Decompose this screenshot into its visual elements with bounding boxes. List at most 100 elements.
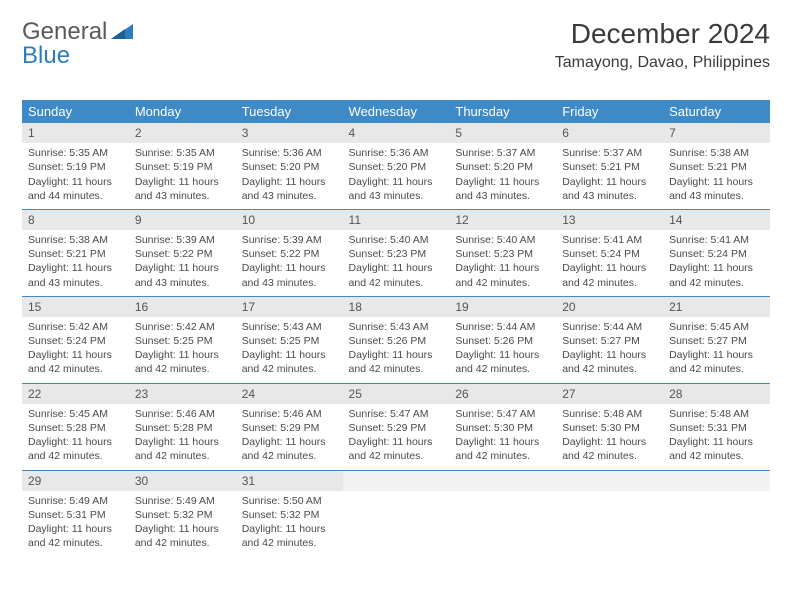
sunset-text: Sunset: 5:29 PM — [242, 421, 337, 435]
daylight-text: Daylight: 11 hours and 42 minutes. — [242, 522, 337, 550]
daylight-text: Daylight: 11 hours and 42 minutes. — [669, 435, 764, 463]
calendar-week-row: 29Sunrise: 5:49 AMSunset: 5:31 PMDayligh… — [22, 470, 770, 556]
day-number: 31 — [236, 471, 343, 491]
title-block: December 2024 Tamayong, Davao, Philippin… — [555, 18, 770, 72]
sunset-text: Sunset: 5:32 PM — [135, 508, 230, 522]
daylight-text: Daylight: 11 hours and 42 minutes. — [562, 261, 657, 289]
day-number: 3 — [236, 123, 343, 143]
sunrise-text: Sunrise: 5:44 AM — [455, 320, 550, 334]
day-details: Sunrise: 5:43 AMSunset: 5:26 PMDaylight:… — [343, 317, 450, 383]
calendar-day-cell: 27Sunrise: 5:48 AMSunset: 5:30 PMDayligh… — [556, 383, 663, 470]
calendar-day-cell: 29Sunrise: 5:49 AMSunset: 5:31 PMDayligh… — [22, 470, 129, 556]
sunset-text: Sunset: 5:25 PM — [242, 334, 337, 348]
sunset-text: Sunset: 5:29 PM — [349, 421, 444, 435]
day-number: 17 — [236, 297, 343, 317]
logo-mark-icon — [111, 18, 133, 46]
daylight-text: Daylight: 11 hours and 42 minutes. — [562, 348, 657, 376]
daylight-text: Daylight: 11 hours and 43 minutes. — [669, 175, 764, 203]
daylight-text: Daylight: 11 hours and 43 minutes. — [28, 261, 123, 289]
sunrise-text: Sunrise: 5:35 AM — [135, 146, 230, 160]
weekday-header: Friday — [556, 100, 663, 123]
day-details: Sunrise: 5:46 AMSunset: 5:29 PMDaylight:… — [236, 404, 343, 470]
day-number: 6 — [556, 123, 663, 143]
day-details: Sunrise: 5:39 AMSunset: 5:22 PMDaylight:… — [129, 230, 236, 296]
sunrise-text: Sunrise: 5:48 AM — [562, 407, 657, 421]
sunset-text: Sunset: 5:23 PM — [455, 247, 550, 261]
day-details: Sunrise: 5:36 AMSunset: 5:20 PMDaylight:… — [236, 143, 343, 209]
calendar-day-cell: 2Sunrise: 5:35 AMSunset: 5:19 PMDaylight… — [129, 123, 236, 209]
day-number: 24 — [236, 384, 343, 404]
day-number: 23 — [129, 384, 236, 404]
daylight-text: Daylight: 11 hours and 42 minutes. — [28, 348, 123, 376]
sunrise-text: Sunrise: 5:42 AM — [135, 320, 230, 334]
daylight-text: Daylight: 11 hours and 42 minutes. — [28, 522, 123, 550]
day-details: Sunrise: 5:37 AMSunset: 5:20 PMDaylight:… — [449, 143, 556, 209]
sunset-text: Sunset: 5:20 PM — [455, 160, 550, 174]
header: General December 2024 Tamayong, Davao, P… — [22, 18, 770, 72]
daylight-text: Daylight: 11 hours and 42 minutes. — [349, 348, 444, 376]
calendar-day-cell: 22Sunrise: 5:45 AMSunset: 5:28 PMDayligh… — [22, 383, 129, 470]
calendar-day-cell: 28Sunrise: 5:48 AMSunset: 5:31 PMDayligh… — [663, 383, 770, 470]
daylight-text: Daylight: 11 hours and 43 minutes. — [455, 175, 550, 203]
calendar-week-row: 8Sunrise: 5:38 AMSunset: 5:21 PMDaylight… — [22, 209, 770, 296]
daylight-text: Daylight: 11 hours and 42 minutes. — [349, 435, 444, 463]
daylight-text: Daylight: 11 hours and 42 minutes. — [135, 348, 230, 376]
calendar-day-cell: 24Sunrise: 5:46 AMSunset: 5:29 PMDayligh… — [236, 383, 343, 470]
day-details: Sunrise: 5:48 AMSunset: 5:31 PMDaylight:… — [663, 404, 770, 470]
day-details: Sunrise: 5:35 AMSunset: 5:19 PMDaylight:… — [129, 143, 236, 209]
sunrise-text: Sunrise: 5:43 AM — [242, 320, 337, 334]
sunrise-text: Sunrise: 5:38 AM — [669, 146, 764, 160]
day-number: 7 — [663, 123, 770, 143]
daylight-text: Daylight: 11 hours and 42 minutes. — [242, 435, 337, 463]
sunrise-text: Sunrise: 5:45 AM — [28, 407, 123, 421]
sunset-text: Sunset: 5:24 PM — [28, 334, 123, 348]
day-number: 15 — [22, 297, 129, 317]
sunset-text: Sunset: 5:19 PM — [135, 160, 230, 174]
calendar-day-cell: 15Sunrise: 5:42 AMSunset: 5:24 PMDayligh… — [22, 296, 129, 383]
sunrise-text: Sunrise: 5:39 AM — [135, 233, 230, 247]
sunrise-text: Sunrise: 5:49 AM — [28, 494, 123, 508]
sunrise-text: Sunrise: 5:35 AM — [28, 146, 123, 160]
sunrise-text: Sunrise: 5:38 AM — [28, 233, 123, 247]
sunrise-text: Sunrise: 5:49 AM — [135, 494, 230, 508]
sunset-text: Sunset: 5:31 PM — [28, 508, 123, 522]
calendar-day-cell: 10Sunrise: 5:39 AMSunset: 5:22 PMDayligh… — [236, 209, 343, 296]
calendar-day-cell — [343, 470, 450, 556]
sunset-text: Sunset: 5:32 PM — [242, 508, 337, 522]
day-details: Sunrise: 5:39 AMSunset: 5:22 PMDaylight:… — [236, 230, 343, 296]
sunrise-text: Sunrise: 5:48 AM — [669, 407, 764, 421]
daylight-text: Daylight: 11 hours and 42 minutes. — [669, 348, 764, 376]
day-details: Sunrise: 5:43 AMSunset: 5:25 PMDaylight:… — [236, 317, 343, 383]
daylight-text: Daylight: 11 hours and 42 minutes. — [135, 522, 230, 550]
calendar-day-cell: 5Sunrise: 5:37 AMSunset: 5:20 PMDaylight… — [449, 123, 556, 209]
day-details: Sunrise: 5:37 AMSunset: 5:21 PMDaylight:… — [556, 143, 663, 209]
day-number: 4 — [343, 123, 450, 143]
empty-day — [663, 471, 770, 491]
calendar-day-cell — [663, 470, 770, 556]
day-number: 14 — [663, 210, 770, 230]
weekday-header: Thursday — [449, 100, 556, 123]
sunset-text: Sunset: 5:24 PM — [562, 247, 657, 261]
daylight-text: Daylight: 11 hours and 43 minutes. — [242, 175, 337, 203]
daylight-text: Daylight: 11 hours and 42 minutes. — [349, 261, 444, 289]
day-details: Sunrise: 5:41 AMSunset: 5:24 PMDaylight:… — [556, 230, 663, 296]
calendar-day-cell: 30Sunrise: 5:49 AMSunset: 5:32 PMDayligh… — [129, 470, 236, 556]
sunset-text: Sunset: 5:26 PM — [455, 334, 550, 348]
day-details: Sunrise: 5:46 AMSunset: 5:28 PMDaylight:… — [129, 404, 236, 470]
empty-day — [556, 471, 663, 491]
sunset-text: Sunset: 5:28 PM — [135, 421, 230, 435]
sunset-text: Sunset: 5:27 PM — [669, 334, 764, 348]
sunset-text: Sunset: 5:31 PM — [669, 421, 764, 435]
calendar-day-cell: 21Sunrise: 5:45 AMSunset: 5:27 PMDayligh… — [663, 296, 770, 383]
weekday-header: Monday — [129, 100, 236, 123]
calendar-day-cell: 26Sunrise: 5:47 AMSunset: 5:30 PMDayligh… — [449, 383, 556, 470]
weekday-header: Sunday — [22, 100, 129, 123]
day-number: 20 — [556, 297, 663, 317]
calendar-day-cell: 16Sunrise: 5:42 AMSunset: 5:25 PMDayligh… — [129, 296, 236, 383]
sunset-text: Sunset: 5:22 PM — [135, 247, 230, 261]
sunrise-text: Sunrise: 5:41 AM — [562, 233, 657, 247]
sunset-text: Sunset: 5:23 PM — [349, 247, 444, 261]
sunrise-text: Sunrise: 5:44 AM — [562, 320, 657, 334]
weekday-header-row: Sunday Monday Tuesday Wednesday Thursday… — [22, 100, 770, 123]
calendar-day-cell: 13Sunrise: 5:41 AMSunset: 5:24 PMDayligh… — [556, 209, 663, 296]
